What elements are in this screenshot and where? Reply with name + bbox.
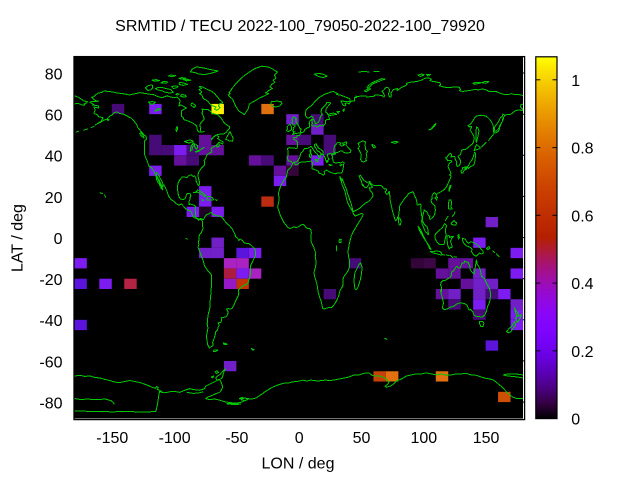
svg-text:0: 0 [571, 412, 580, 429]
svg-text:40: 40 [45, 149, 63, 166]
svg-text:-150: -150 [96, 430, 128, 447]
svg-text:0.6: 0.6 [571, 208, 593, 225]
svg-text:-80: -80 [39, 396, 62, 413]
svg-text:0: 0 [295, 430, 304, 447]
svg-text:0.4: 0.4 [571, 276, 593, 293]
svg-text:50: 50 [353, 430, 371, 447]
svg-text:-60: -60 [39, 354, 62, 371]
svg-text:LAT / deg: LAT / deg [10, 204, 27, 272]
svg-text:-100: -100 [159, 430, 191, 447]
svg-text:20: 20 [45, 190, 63, 207]
svg-text:150: 150 [473, 430, 500, 447]
svg-text:0.8: 0.8 [571, 141, 593, 158]
svg-text:0: 0 [54, 231, 63, 248]
svg-text:LON / deg: LON / deg [262, 456, 335, 473]
svg-text:60: 60 [45, 108, 63, 125]
svg-text:SRMTID / TECU 2022-100_79050-2: SRMTID / TECU 2022-100_79050-2022-100_79… [115, 18, 485, 35]
svg-text:100: 100 [410, 430, 437, 447]
svg-text:0.2: 0.2 [571, 344, 593, 361]
svg-text:80: 80 [45, 66, 63, 83]
svg-text:-20: -20 [39, 272, 62, 289]
svg-text:-40: -40 [39, 313, 62, 330]
svg-text:1: 1 [571, 73, 580, 90]
svg-text:-50: -50 [225, 430, 248, 447]
